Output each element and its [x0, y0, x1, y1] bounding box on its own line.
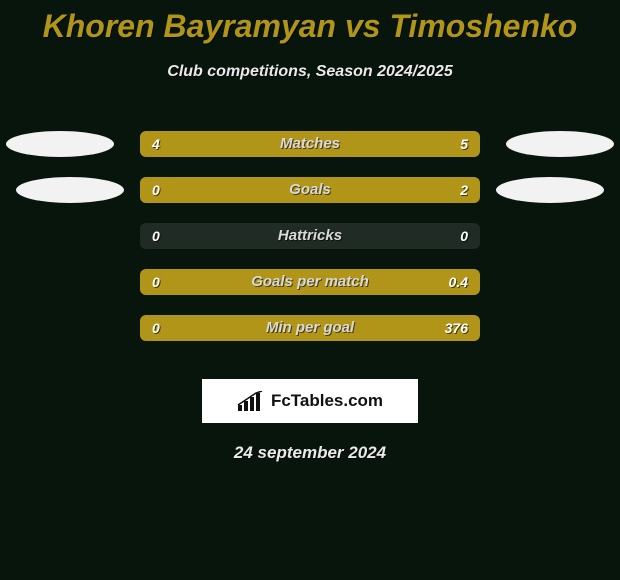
date-line: 24 september 2024 [0, 443, 620, 463]
page-title: Khoren Bayramyan vs Timoshenko [0, 0, 620, 45]
team-marker-right [506, 131, 614, 157]
bar-track: 0 0Hattricks [140, 223, 480, 249]
bar-track: 02Goals [140, 177, 480, 203]
source-badge-text: FcTables.com [271, 391, 383, 411]
bar-track: 45Matches [140, 131, 480, 157]
bar-track: 0376Min per goal [140, 315, 480, 341]
metric-row: 00.4Goals per match [0, 259, 620, 305]
bars-icon [237, 391, 265, 411]
bar-right [140, 177, 480, 203]
bar-left [140, 131, 291, 157]
metric-label: Hattricks [140, 223, 480, 249]
comparison-infographic: Khoren Bayramyan vs Timoshenko Club comp… [0, 0, 620, 580]
bar-right [140, 269, 480, 295]
value-right: 0 [460, 223, 468, 249]
source-badge: FcTables.com [202, 379, 418, 423]
team-marker-left [16, 177, 124, 203]
subtitle: Club competitions, Season 2024/2025 [0, 63, 620, 81]
metric-row: 0 0Hattricks [0, 213, 620, 259]
bar-track: 00.4Goals per match [140, 269, 480, 295]
bar-right [140, 315, 480, 341]
chart-area: 45Matches 02Goals 0 0Hattricks 00.4Goals per… [0, 121, 620, 351]
bar-right [291, 131, 480, 157]
metric-row: 0376Min per goal [0, 305, 620, 351]
value-left: 0 [152, 223, 160, 249]
team-marker-left [6, 131, 114, 157]
team-marker-right [496, 177, 604, 203]
